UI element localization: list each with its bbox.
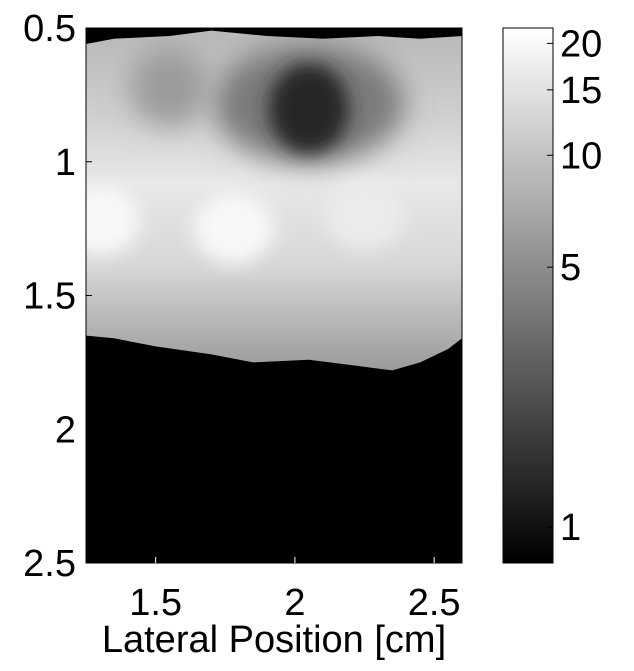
bright-spot — [324, 180, 405, 251]
y-tick-label: 2 — [55, 409, 76, 451]
axes: 1.5 2 2.5 0.5 1 1.5 2 2.5 — [23, 8, 460, 624]
x-tick-label: 1.5 — [129, 582, 182, 624]
x-axis-label: Lateral Position [cm] — [102, 619, 446, 661]
colorbar-tick-label: 15 — [560, 70, 602, 112]
colorbar-tick-label: 20 — [560, 23, 602, 65]
colorbar-tick-label: 10 — [560, 135, 602, 177]
colorbar-tick-label: 1 — [560, 507, 581, 549]
bright-spot — [193, 193, 274, 264]
colorbar-gradient — [502, 27, 554, 564]
x-tick-label: 2 — [284, 582, 305, 624]
y-tick-label: 0.5 — [23, 8, 76, 50]
dark-spot — [268, 63, 349, 154]
x-tick-label: 2.5 — [408, 582, 461, 624]
plot-area — [85, 27, 463, 564]
dark-region — [129, 46, 210, 127]
colorbar-tick-label: 5 — [560, 247, 581, 289]
y-tick-label: 1.5 — [23, 276, 76, 318]
bright-spot — [86, 185, 140, 256]
y-tick-label: 1 — [55, 142, 76, 184]
y-tick-label: 2.5 — [23, 543, 76, 585]
heat-layer — [86, 30, 462, 371]
